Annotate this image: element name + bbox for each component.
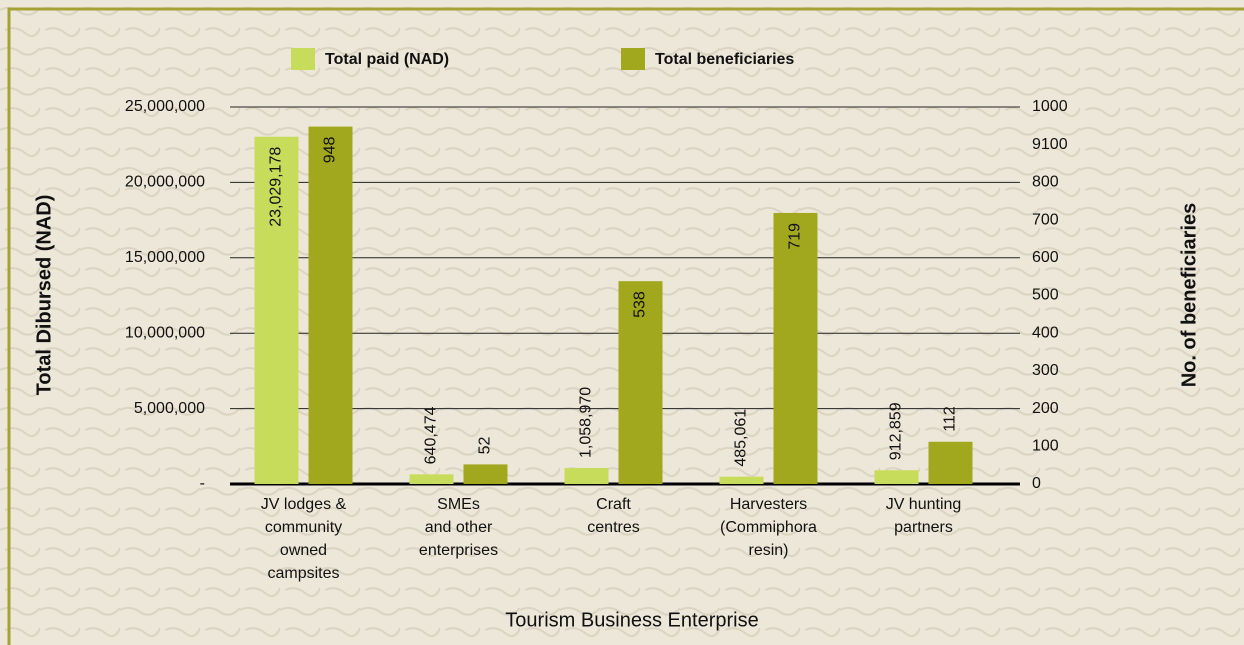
y-tick-label: 25,000,000 (125, 98, 205, 115)
bar (409, 474, 454, 484)
bar (254, 136, 299, 484)
y2-tick-label: 400 (1032, 324, 1059, 341)
x-tick-line: owned (280, 542, 327, 559)
legend-swatch (291, 48, 315, 70)
value-label: 948 (322, 137, 339, 164)
bar (928, 441, 973, 484)
x-tick-label: SMEs and other enterprises (419, 496, 498, 559)
x-tick-line: JV hunting (886, 496, 962, 513)
x-tick-line: community (265, 519, 342, 536)
legend-label: Total beneficiaries (655, 51, 794, 68)
x-tick-line: centres (587, 519, 639, 536)
bar (719, 476, 764, 484)
x-tick-line: Craft (596, 496, 631, 513)
value-label: 52 (477, 436, 494, 454)
x-tick-label: JV hunting partners (886, 496, 962, 536)
value-label: 538 (632, 291, 649, 318)
y2-tick-label: 700 (1032, 211, 1059, 228)
y-tick-label: 15,000,000 (125, 249, 205, 266)
value-label: 640,474 (423, 406, 440, 464)
x-tick-line: enterprises (419, 542, 498, 559)
x-tick-line: resin) (748, 542, 788, 559)
bar (463, 464, 508, 484)
x-tick-line: and other (425, 519, 493, 536)
y2-tick-label: 1000 (1032, 98, 1068, 115)
x-tick-line: (Commiphora (720, 519, 817, 536)
y2-tick-label: 600 (1032, 249, 1059, 266)
y-tick-label: 5,000,000 (134, 400, 205, 417)
y-tick-label: 10,000,000 (125, 324, 205, 341)
x-tick-line: JV lodges & (261, 496, 347, 513)
y2-tick-label: 500 (1032, 287, 1059, 304)
value-label: 23,029,178 (268, 147, 285, 227)
y2-tick-label: 300 (1032, 362, 1059, 379)
bar (874, 470, 919, 484)
x-tick-line: SMEs (437, 496, 480, 513)
bar (564, 468, 609, 484)
bar (773, 212, 818, 484)
x-tick-label: Harvesters (Commiphora resin) (720, 496, 817, 559)
x-tick-line: partners (894, 519, 953, 536)
bar (308, 126, 353, 484)
legend-swatch (621, 48, 645, 70)
x-axis-title: Tourism Business Enterprise (505, 609, 758, 631)
value-label: 485,061 (733, 409, 750, 467)
y2-tick-label: 200 (1032, 400, 1059, 417)
x-tick-label: Craft centres (587, 496, 639, 536)
value-label: 1,058,970 (578, 387, 595, 458)
bar (618, 281, 663, 484)
x-tick-line: campsites (267, 565, 339, 582)
legend-label: Total paid (NAD) (325, 51, 449, 68)
y2-tick-label: 0 (1032, 475, 1041, 492)
y2-axis-title: No. of beneficiaries (1178, 203, 1200, 388)
frame (7, 7, 1244, 645)
x-tick-label: JV lodges & community owned campsites (261, 496, 347, 582)
y-tick-label: 20,000,000 (125, 174, 205, 191)
y2-tick-label: 9100 (1032, 136, 1068, 153)
y2-tick-label: 800 (1032, 174, 1059, 191)
y-tick-label: - (200, 475, 205, 492)
value-label: 719 (787, 223, 804, 250)
x-tick-line: Harvesters (730, 496, 807, 513)
value-label: 112 (942, 406, 959, 432)
y-axis-title: Total Dibursed (NAD) (33, 195, 55, 396)
value-label: 912,859 (888, 402, 905, 460)
y2-tick-label: 100 (1032, 438, 1059, 455)
